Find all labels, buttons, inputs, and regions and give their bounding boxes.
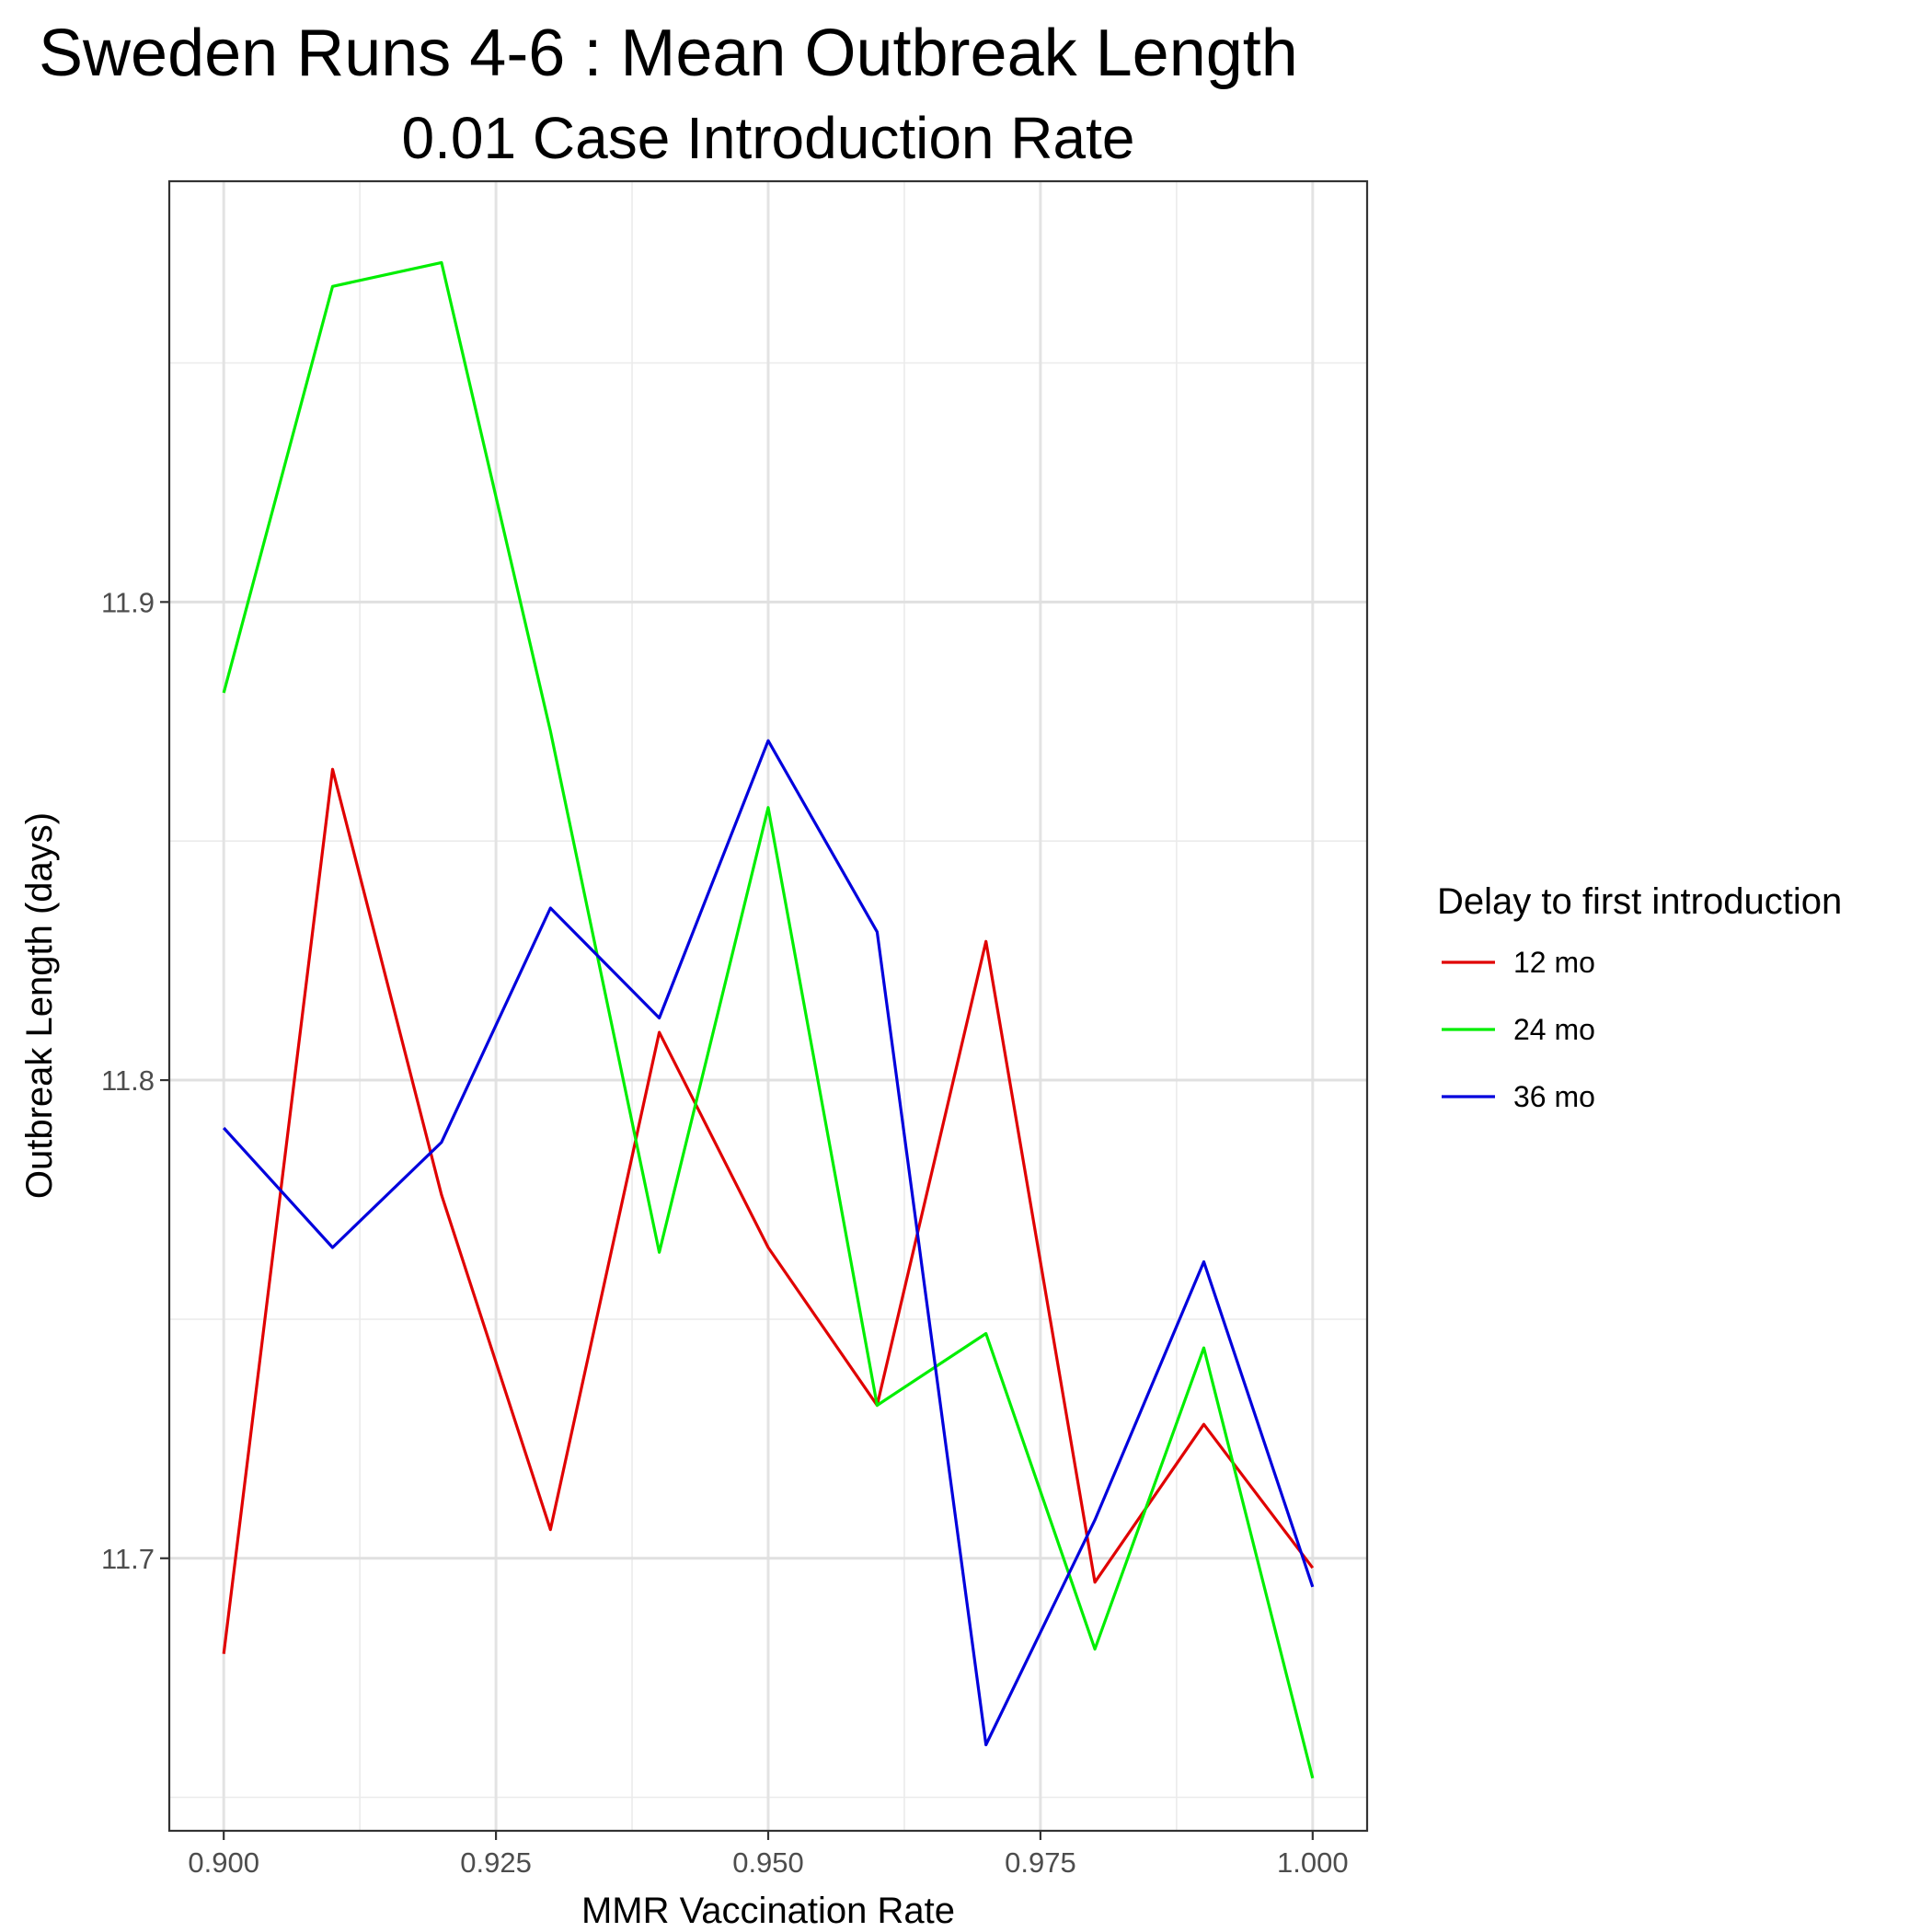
x-tick-label: 0.900 bbox=[188, 1846, 259, 1879]
y-tick-label: 11.9 bbox=[101, 586, 155, 618]
y-tick-label: 11.8 bbox=[101, 1064, 155, 1097]
x-tick-label: 0.950 bbox=[732, 1846, 804, 1879]
legend-items: 12 mo 24 mo 36 mo bbox=[1442, 946, 1595, 1113]
legend-title: Delay to first introduction bbox=[1437, 881, 1842, 922]
series-line-36-mo bbox=[223, 739, 1315, 1747]
legend-label: 12 mo bbox=[1513, 946, 1595, 979]
legend-item: 24 mo bbox=[1442, 1013, 1595, 1046]
legend: Delay to first introduction 12 mo 24 mo 36… bbox=[1437, 881, 1842, 1113]
x-axis-title: MMR Vaccination Rate bbox=[581, 1891, 955, 1931]
x-tick-label: 0.975 bbox=[1005, 1846, 1076, 1879]
legend-label: 24 mo bbox=[1513, 1013, 1595, 1046]
series-line-12-mo bbox=[222, 767, 1315, 1654]
x-axis: 0.900 0.925 0.950 0.975 1.000 bbox=[188, 1831, 1349, 1879]
y-axis: 11.7 11.8 11.9 bbox=[101, 586, 169, 1575]
series-lines bbox=[222, 260, 1315, 1779]
chart-subtitle: 0.01 Case Introduction Rate bbox=[402, 105, 1135, 171]
x-tick-label: 1.000 bbox=[1277, 1846, 1349, 1879]
plot-panel bbox=[167, 179, 1369, 1833]
legend-item: 36 mo bbox=[1442, 1080, 1595, 1113]
grid-major bbox=[169, 181, 1367, 1831]
x-tick-label: 0.925 bbox=[460, 1846, 532, 1879]
legend-item: 12 mo bbox=[1442, 946, 1595, 979]
series-line-24-mo bbox=[222, 260, 1315, 1779]
y-tick-label: 11.7 bbox=[101, 1543, 155, 1575]
chart-title: Sweden Runs 4-6 : Mean Outbreak Length bbox=[39, 17, 1298, 90]
y-axis-title: Outbreak Length (days) bbox=[19, 812, 60, 1199]
legend-label: 36 mo bbox=[1513, 1080, 1595, 1113]
